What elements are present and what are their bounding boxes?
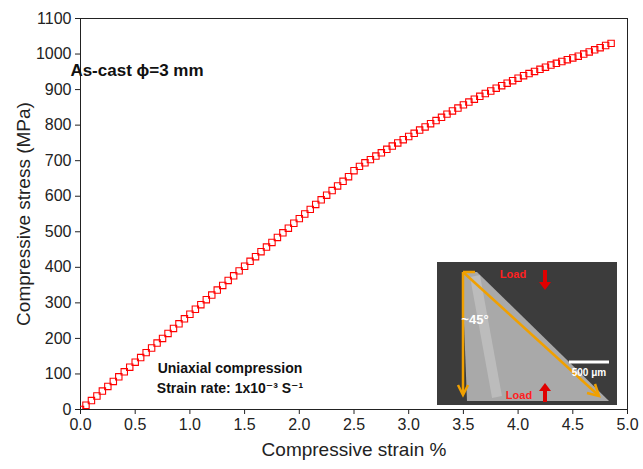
svg-text:3.5: 3.5 [452,416,474,433]
svg-text:1.5: 1.5 [233,416,255,433]
svg-text:4.5: 4.5 [562,416,584,433]
svg-text:Compressive strain %: Compressive strain % [262,439,447,460]
svg-text:4.0: 4.0 [507,416,529,433]
svg-text:2.0: 2.0 [288,416,310,433]
svg-text:1.0: 1.0 [179,416,201,433]
svg-text:900: 900 [45,81,72,98]
svg-text:0.0: 0.0 [69,416,91,433]
svg-text:Strain rate: 1x10⁻³ S⁻¹: Strain rate: 1x10⁻³ S⁻¹ [157,380,304,396]
svg-text:As-cast ϕ=3 mm: As-cast ϕ=3 mm [70,61,203,80]
svg-text:2.5: 2.5 [343,416,365,433]
svg-text:0: 0 [63,401,72,418]
svg-text:700: 700 [45,152,72,169]
svg-text:5.0: 5.0 [616,416,638,433]
svg-text:~45°: ~45° [461,312,488,327]
svg-text:Compressive stress (MPa): Compressive stress (MPa) [13,102,34,326]
svg-text:600: 600 [45,187,72,204]
svg-text:500 μm: 500 μm [572,367,607,378]
svg-text:800: 800 [45,116,72,133]
svg-text:Uniaxial compression: Uniaxial compression [158,360,303,376]
svg-text:200: 200 [45,330,72,347]
svg-text:3.0: 3.0 [398,416,420,433]
svg-text:400: 400 [45,258,72,275]
svg-text:300: 300 [45,294,72,311]
svg-text:Load: Load [506,389,532,401]
svg-text:500: 500 [45,223,72,240]
svg-text:Load: Load [500,268,526,280]
svg-text:1100: 1100 [37,10,72,27]
svg-text:0.5: 0.5 [124,416,146,433]
svg-text:1000: 1000 [36,45,72,62]
svg-text:100: 100 [45,365,72,382]
